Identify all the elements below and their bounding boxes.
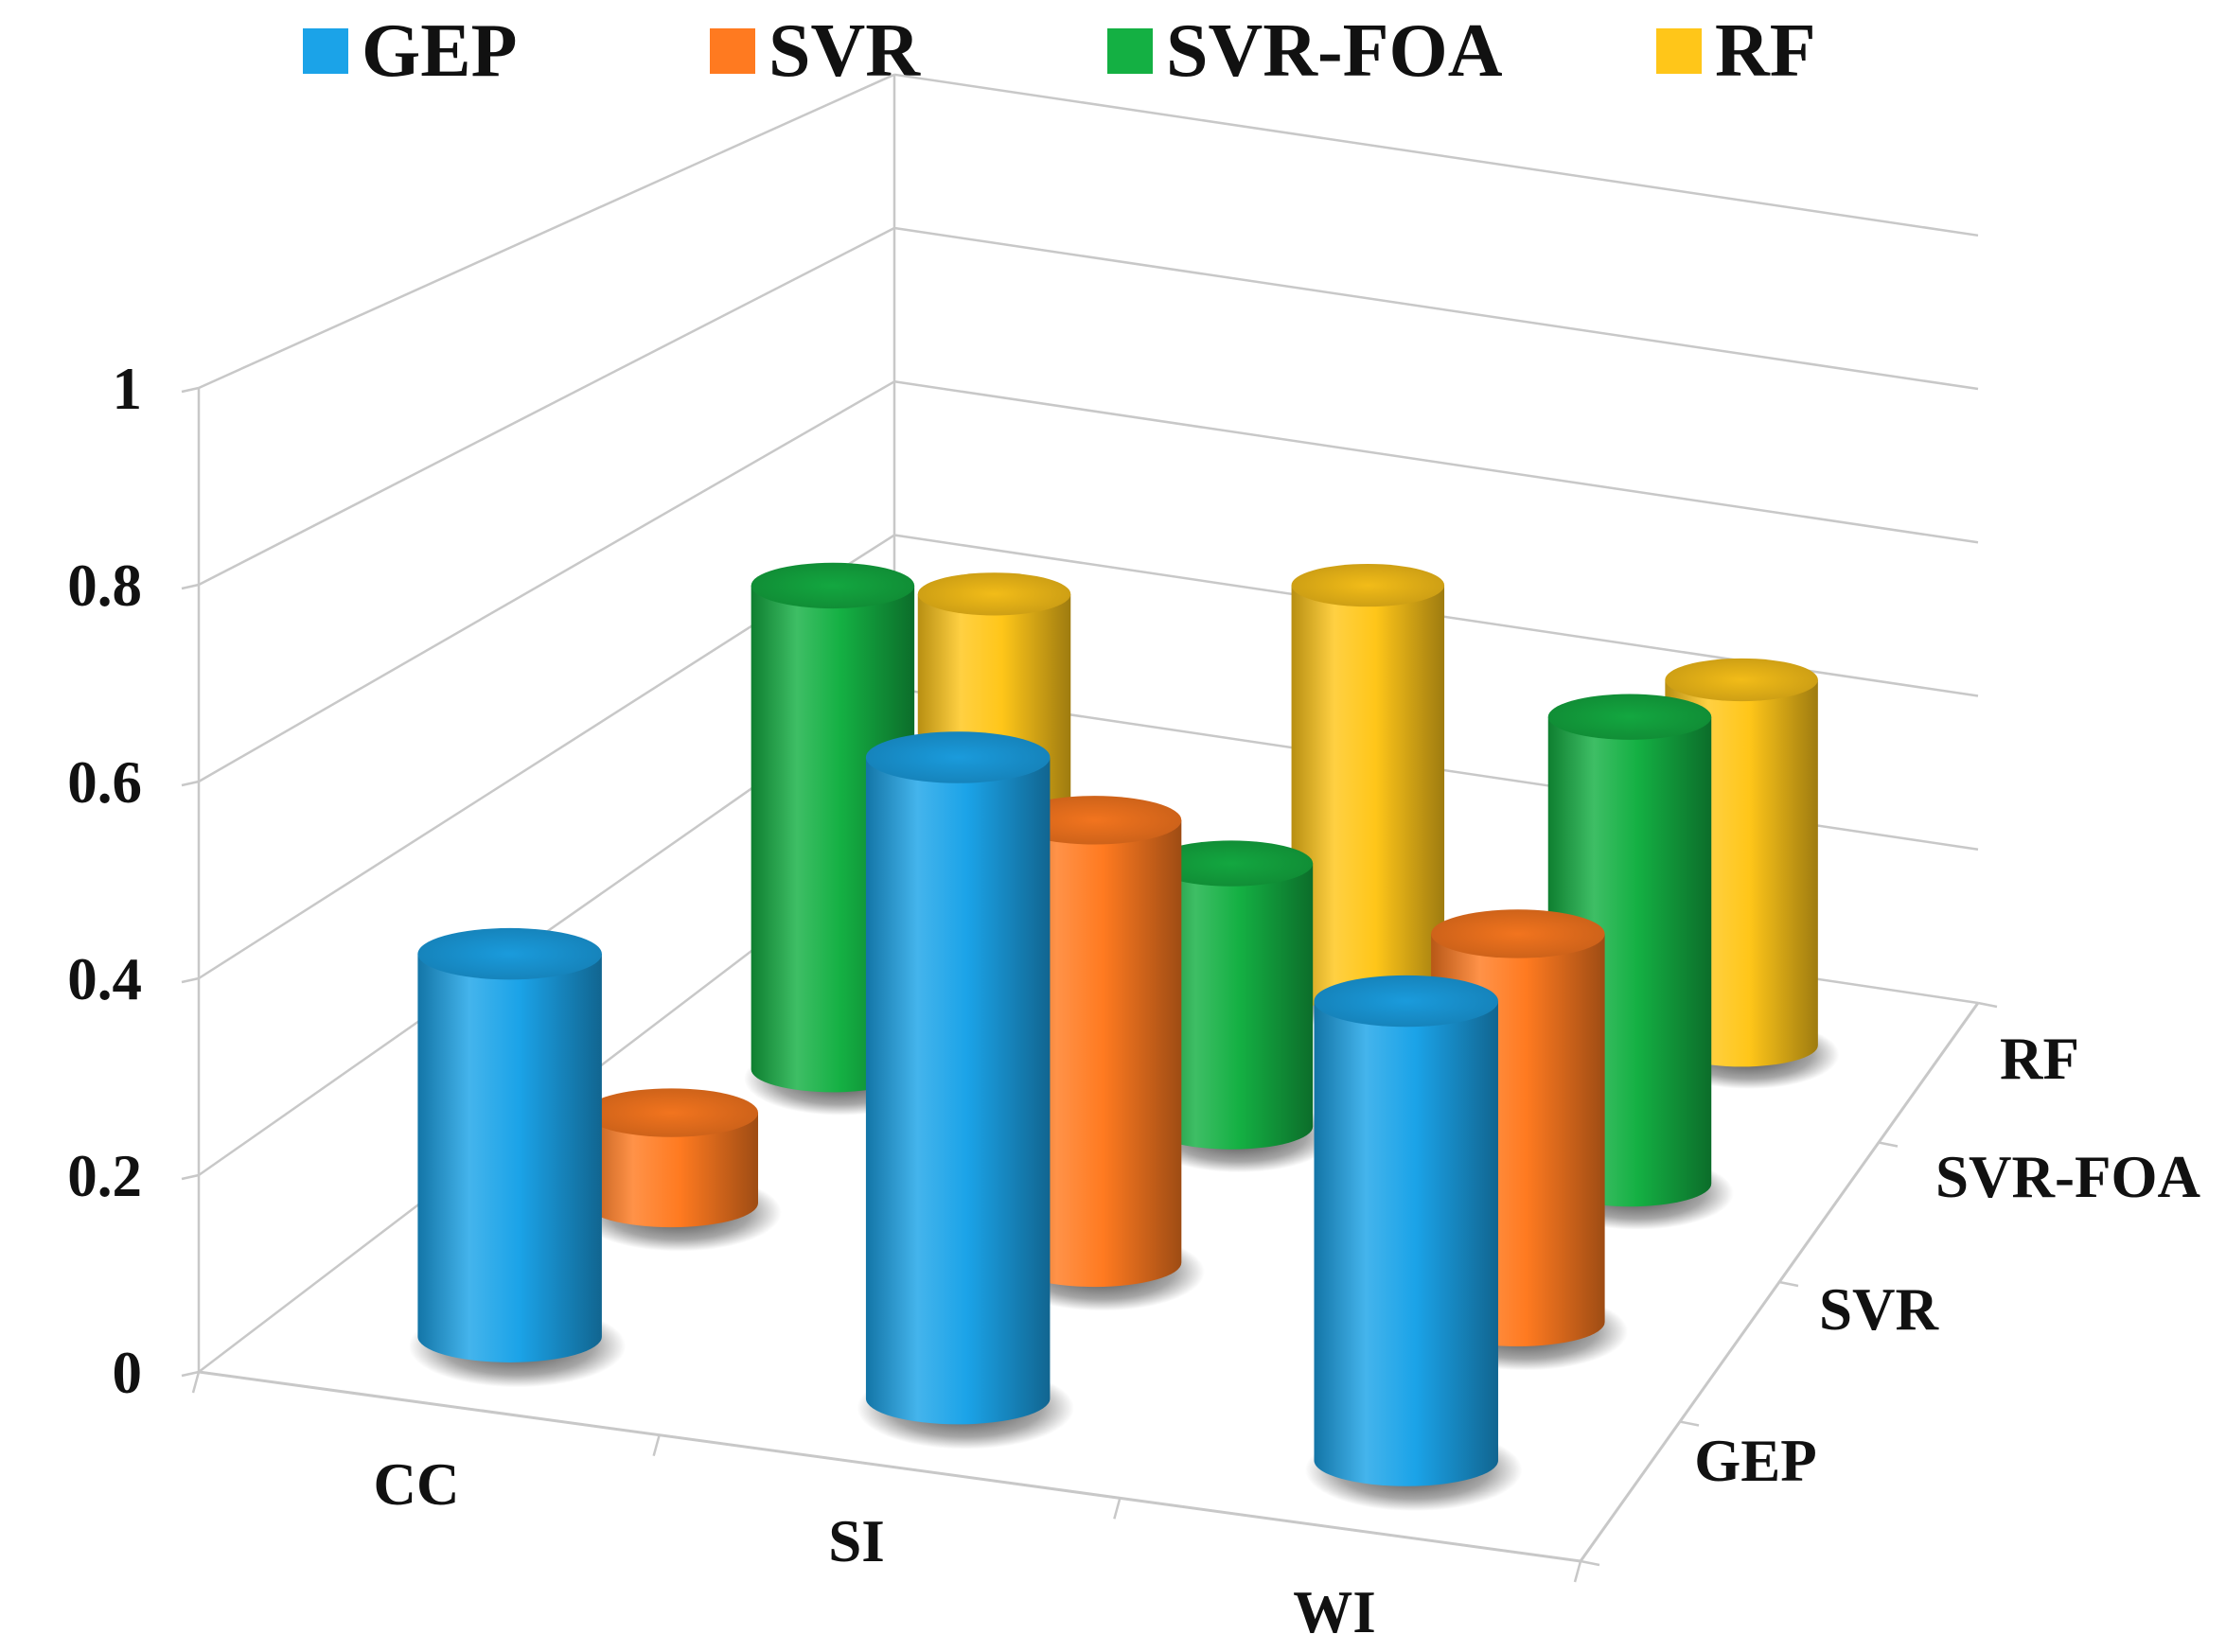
x-tick-mark-0 [191, 1371, 201, 1394]
legend-label: GEP [362, 9, 517, 93]
y-tick-label-5: 1 [113, 356, 143, 422]
bar-svr-si [999, 796, 1205, 1311]
legend-label: RF [1715, 9, 1816, 93]
legend-item-svr: SVR [710, 9, 921, 93]
depth-axis-labels: GEP SVR SVR-FOA RF [1580, 1001, 2200, 1567]
depth-tick-mark-2 [1778, 1280, 1799, 1288]
legend-swatch [1656, 28, 1702, 74]
x-tick-mark-1 [652, 1434, 661, 1456]
x-axis-categories: CC SI WI [191, 1371, 1582, 1645]
y-tick-label-3: 0.6 [67, 749, 142, 816]
bar-svr-foa-si [1142, 840, 1335, 1173]
y-tick-mark-0 [181, 1370, 200, 1378]
bar-body [584, 1113, 759, 1228]
y-axis-ticks: 0 0.2 0.4 0.6 0.8 1 [67, 356, 200, 1406]
bar-top [1314, 975, 1498, 1028]
bar-body [417, 954, 602, 1362]
y-tick-mark-1 [181, 1173, 200, 1181]
x-tick-mark-3 [1573, 1560, 1582, 1583]
gridline-left-4 [198, 226, 895, 587]
legend-swatch [1107, 28, 1153, 74]
legend-item-svr-foa: SVR-FOA [1107, 9, 1503, 93]
depth-tick-mark-0 [1580, 1559, 1600, 1567]
bar-top [584, 1088, 759, 1137]
bar-gep-wi [1304, 975, 1523, 1512]
legend-item-gep: GEP [303, 9, 517, 93]
bar-top [1665, 658, 1818, 702]
depth-label-rf: RF [2000, 1026, 2079, 1092]
y-tick-mark-4 [181, 583, 200, 590]
x-tick-mark-2 [1113, 1498, 1122, 1520]
gridline-back-5 [893, 73, 1979, 237]
y-tick-label-2: 0.4 [67, 946, 142, 1012]
y-tick-mark-3 [181, 780, 200, 787]
bar-svr-cc [576, 1088, 782, 1252]
gridline-back-3 [893, 380, 1979, 544]
bar-gep-si [857, 731, 1074, 1450]
depth-label-svr: SVR [1819, 1276, 1940, 1343]
bar-top [1431, 909, 1605, 958]
bar-top [1007, 796, 1182, 845]
bar-top [917, 572, 1071, 616]
bar-top [417, 927, 602, 980]
bar-body [1314, 1001, 1498, 1486]
legend-swatch [710, 28, 755, 74]
x-category-si: SI [828, 1508, 885, 1574]
gridline-back-4 [893, 226, 1979, 391]
legend: GEP SVR SVR-FOA RF [303, 9, 1816, 93]
legend-label: SVR-FOA [1166, 9, 1503, 93]
depth-tick-mark-3 [1878, 1141, 1899, 1148]
depth-tick-mark-1 [1679, 1420, 1700, 1427]
bar-top [1547, 694, 1712, 740]
legend-swatch [303, 28, 348, 74]
depth-label-svr-foa: SVR-FOA [1935, 1144, 2200, 1210]
gridline-left-5 [198, 73, 895, 390]
cylinder-bars [408, 562, 1840, 1512]
y-tick-label-0: 0 [113, 1340, 143, 1406]
y-tick-mark-2 [181, 976, 200, 984]
gridline-left-3 [198, 380, 895, 783]
bar-top [1149, 840, 1314, 887]
bar-body [1149, 863, 1314, 1150]
bar-gep-cc [408, 927, 627, 1388]
legend-item-rf: RF [1656, 9, 1816, 93]
depth-tick-mark-4 [1977, 1001, 1998, 1009]
bar-top [1291, 563, 1445, 607]
y-tick-label-4: 0.8 [67, 553, 142, 619]
floor-edge-front [198, 1370, 1581, 1563]
x-category-cc: CC [374, 1451, 460, 1518]
bar-top [865, 731, 1051, 783]
bar-top [751, 562, 915, 609]
legend-label: SVR [768, 9, 921, 93]
bar-body [1291, 585, 1445, 1012]
x-category-wi: WI [1293, 1579, 1376, 1645]
bar-body [865, 757, 1051, 1425]
depth-label-gep: GEP [1694, 1428, 1817, 1494]
bar-body [1007, 819, 1182, 1288]
y-tick-mark-5 [181, 386, 200, 394]
y-tick-label-1: 0.2 [67, 1143, 142, 1209]
